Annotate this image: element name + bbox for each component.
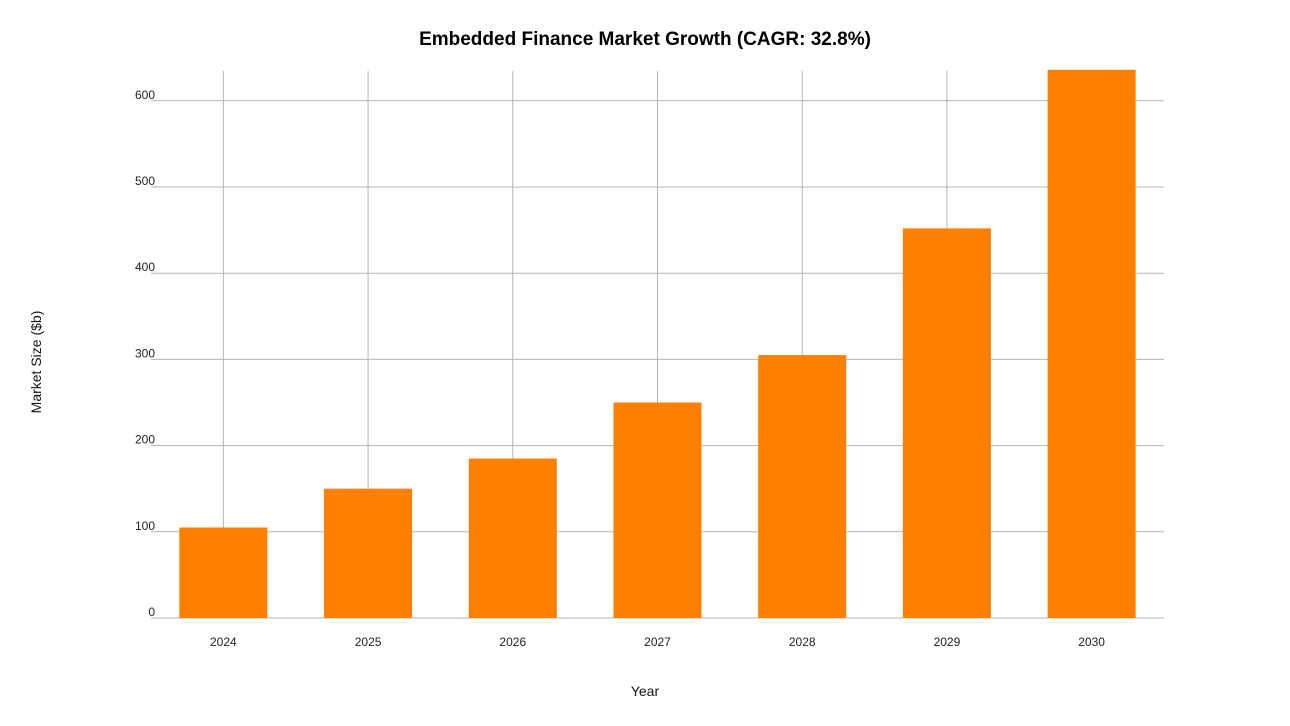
y-tick-label: 600 — [135, 88, 155, 102]
x-tick-label: 2030 — [1078, 635, 1105, 649]
x-tick-label: 2024 — [210, 635, 237, 649]
y-tick-label: 0 — [148, 605, 155, 619]
y-tick-labels: 0 100 200 300 400 500 600 — [135, 88, 155, 619]
bar-2024 — [179, 527, 268, 618]
bars — [179, 69, 1136, 618]
x-tick-label: 2029 — [934, 635, 961, 649]
y-axis-label: Market Size ($b) — [28, 311, 44, 414]
bar-2025 — [324, 488, 413, 618]
y-tick-label: 200 — [135, 433, 155, 447]
bar-2030 — [1047, 69, 1136, 618]
x-tick-labels: 2024 2025 2026 2027 2028 2029 2030 — [210, 635, 1105, 649]
x-tick-label: 2025 — [355, 635, 382, 649]
bar-2028 — [758, 355, 847, 618]
x-tick-label: 2026 — [499, 635, 526, 649]
y-tick-label: 500 — [135, 174, 155, 188]
chart-title: Embedded Finance Market Growth (CAGR: 32… — [419, 29, 871, 50]
x-axis-label: Year — [631, 683, 660, 699]
y-tick-label: 100 — [135, 519, 155, 533]
bar-2026 — [468, 458, 557, 618]
x-tick-label: 2027 — [644, 635, 671, 649]
x-tick-label: 2028 — [789, 635, 816, 649]
y-tick-label: 300 — [135, 346, 155, 360]
y-tick-label: 400 — [135, 260, 155, 274]
bar-2029 — [902, 228, 991, 618]
bar-2027 — [613, 402, 702, 618]
